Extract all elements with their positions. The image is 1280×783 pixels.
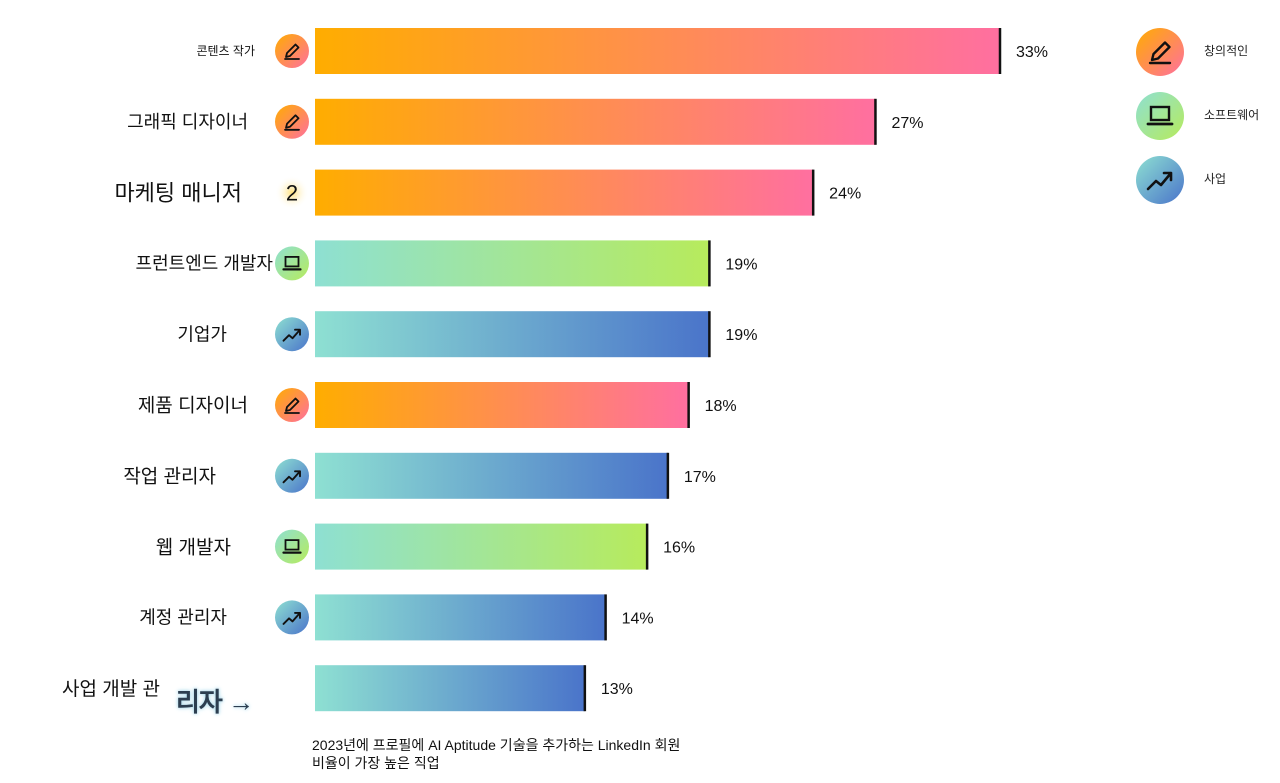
footnote-line-1: 2023년에 프로필에 AI Aptitude 기술을 추가하는 LinkedI… [312, 737, 681, 753]
bar [315, 665, 585, 712]
trend-up-icon [1136, 156, 1184, 204]
category-label: 웹 개발자 [156, 536, 231, 558]
laptop-icon [275, 246, 309, 281]
legend: 창의적인 소프트웨어 사업 [1136, 28, 1276, 220]
category-label: 마케팅 매니저 [114, 180, 242, 205]
bar-row: 웹 개발자 16% [156, 523, 695, 570]
data-label: 16% [663, 540, 695, 557]
data-label: 19% [725, 256, 757, 273]
category-label: 기업가 [177, 325, 227, 345]
footnote-line-2: 비율이 가장 높은 직업 [312, 755, 440, 771]
legend-item-business: 사업 [1136, 156, 1276, 204]
bar [315, 382, 689, 428]
data-label: 14% [622, 610, 654, 627]
data-label: 33% [1016, 44, 1048, 61]
bar-row: 기업가 19% [177, 311, 757, 358]
category-label: 제품 디자이너 [138, 395, 248, 417]
category-label: 그래픽 디자이너 [127, 112, 248, 132]
bar-row: 콘텐츠 작가 33% [196, 28, 1048, 74]
bar-row: 제품 디자이너 18% [138, 382, 737, 428]
category-label: 계정 관리자 [139, 608, 227, 628]
legend-label-software: 소프트웨어 [1204, 108, 1260, 122]
bar [315, 311, 710, 358]
trend-up-icon [275, 317, 309, 352]
bar [315, 452, 668, 499]
laptop-icon [275, 529, 309, 564]
trend-up-icon [275, 600, 309, 635]
chart-footnote: 2023년에 프로필에 AI Aptitude 기술을 추가하는 LinkedI… [312, 736, 680, 772]
number-2-icon: 2 [286, 181, 298, 206]
category-label: 콘텐츠 작가 [196, 44, 255, 58]
legend-label-creative: 창의적인 [1204, 44, 1249, 58]
legend-label-business: 사업 [1204, 172, 1227, 186]
category-label: 프런트엔드 개발자 [136, 254, 274, 274]
bar-row: 그래픽 디자이너 27% [127, 98, 923, 145]
data-label: 17% [684, 469, 716, 486]
bar [315, 169, 814, 216]
pencil-icon [275, 34, 309, 68]
stray-label-fragment: 리자 → [176, 687, 254, 717]
bar-row: 작업 관리자 17% [123, 452, 716, 499]
data-label: 19% [725, 327, 757, 344]
bar-row: 사업 개발 관 13% [62, 665, 633, 712]
bar-row: 계정 관리자 14% [139, 594, 654, 641]
bar [315, 98, 876, 145]
pencil-icon [1136, 28, 1184, 76]
number-badge-glow [275, 175, 309, 210]
bar [315, 523, 648, 570]
laptop-icon [1136, 92, 1184, 140]
bar-row: 프런트엔드 개발자 19% [136, 240, 757, 287]
legend-item-software: 소프트웨어 [1136, 92, 1276, 140]
bar [315, 28, 1000, 74]
pencil-icon [275, 104, 309, 139]
data-label: 18% [705, 398, 737, 415]
data-label: 13% [601, 681, 633, 698]
bar [315, 240, 710, 287]
pencil-icon [275, 388, 309, 422]
category-label: 사업 개발 관 [62, 678, 160, 700]
bar-row: 마케팅 매니저 2 24% [114, 169, 861, 216]
data-label: 24% [829, 186, 861, 203]
legend-item-creative: 창의적인 [1136, 28, 1276, 76]
data-label: 27% [891, 115, 923, 132]
bar [315, 594, 606, 641]
trend-up-icon [275, 458, 309, 493]
category-label: 작업 관리자 [123, 465, 216, 487]
